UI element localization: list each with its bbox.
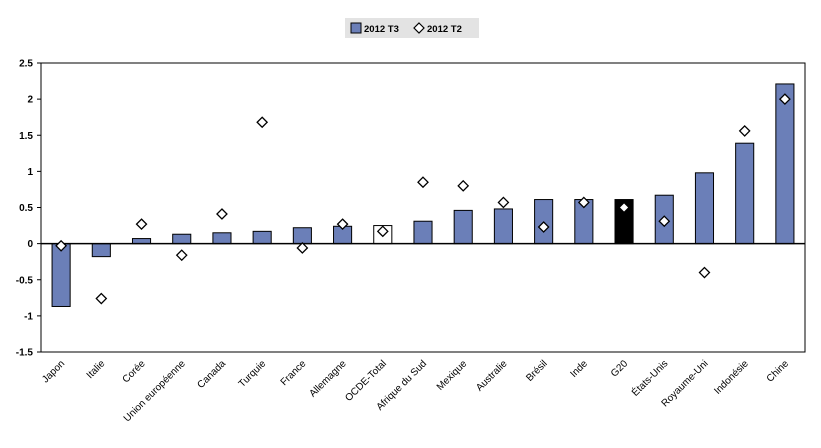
bar <box>453 209 473 245</box>
marker <box>618 201 630 214</box>
y-tick-label: -1.5 <box>16 348 34 359</box>
bar <box>735 142 755 245</box>
legend-label-2012-t2: 2012 T2 <box>427 24 462 35</box>
x-tick-label: France <box>279 358 309 388</box>
y-tick-label: 2 <box>27 95 33 106</box>
x-tick-label: Canada <box>196 358 229 391</box>
y-tick-label: 2.5 <box>19 59 33 70</box>
x-tick-label: États-Unis <box>629 357 671 399</box>
y-tick-label: 1.5 <box>19 131 33 142</box>
marker <box>175 249 188 262</box>
y-tick-label: 0.5 <box>19 203 33 214</box>
plot-area <box>40 62 806 353</box>
legend-bar-icon <box>350 22 362 34</box>
marker <box>135 218 148 231</box>
y-tick-label: 0 <box>27 239 33 250</box>
x-tick-label: Chine <box>765 358 792 385</box>
marker <box>256 116 269 129</box>
x-tick-label: Italie <box>85 358 108 381</box>
bar <box>212 232 232 245</box>
legend-diamond-icon <box>413 22 425 34</box>
bar <box>413 220 433 245</box>
bars <box>51 83 795 307</box>
bar <box>131 238 152 245</box>
x-tick-label: Turquie <box>237 358 269 390</box>
x-tick-label: Mexique <box>435 358 470 393</box>
bar <box>51 243 71 307</box>
marker <box>296 242 309 254</box>
bar <box>91 243 111 258</box>
marker <box>216 208 228 220</box>
marker <box>577 196 590 209</box>
legend-label-2012-t3: 2012 T3 <box>364 24 399 35</box>
marker <box>376 225 389 238</box>
y-axis: 2.5 2 1.5 1 0.5 0 -0.5 -1 -1.5 <box>16 59 41 359</box>
x-tick-label: Corée <box>121 358 148 385</box>
marker <box>95 292 108 305</box>
marker <box>497 196 510 209</box>
marker <box>658 215 671 228</box>
x-tick-label: Australie <box>474 358 510 394</box>
legend-box <box>345 18 479 38</box>
y-tick-label: -1 <box>24 311 33 322</box>
marker <box>537 221 550 233</box>
x-tick-label: Allemagne <box>308 358 349 399</box>
x-tick-label: Inde <box>568 358 590 380</box>
marker <box>457 179 470 192</box>
marker <box>738 124 751 137</box>
bar <box>292 227 312 245</box>
x-tick-label: G20 <box>609 358 630 379</box>
marker <box>336 218 349 231</box>
y-tick-label: 1 <box>27 167 33 178</box>
markers <box>55 93 791 305</box>
bar <box>252 230 272 245</box>
y-tick-label: -0.5 <box>16 275 34 286</box>
bar <box>172 233 192 245</box>
x-tick-label: Japon <box>40 358 67 385</box>
marker <box>417 176 429 189</box>
bar <box>775 83 795 245</box>
bar <box>694 172 715 245</box>
bar <box>493 208 513 245</box>
marker <box>55 239 68 252</box>
marker <box>778 93 791 106</box>
marker <box>698 266 711 279</box>
x-tick-label: Brésil <box>524 358 549 383</box>
legend: 2012 T3 2012 T2 <box>345 18 479 38</box>
x-tick-label: Indonésie <box>712 358 751 397</box>
